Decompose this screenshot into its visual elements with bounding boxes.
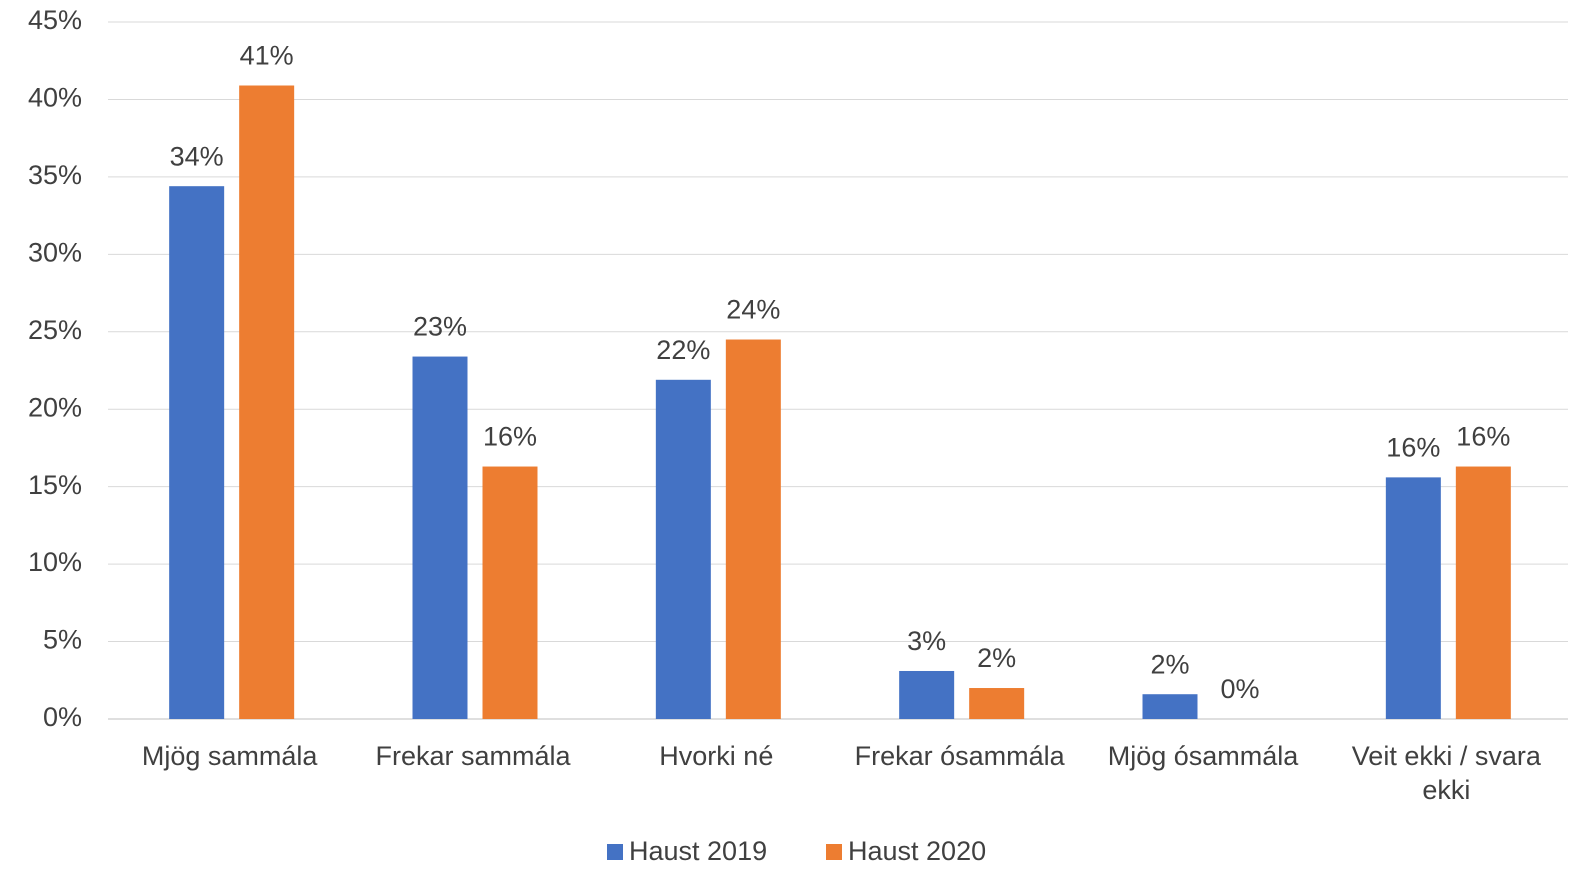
y-tick-label: 0% <box>43 702 82 732</box>
data-label: 3% <box>907 626 946 656</box>
data-label: 41% <box>240 41 294 71</box>
bar <box>725 339 781 719</box>
data-label: 16% <box>1386 432 1440 462</box>
y-tick-label: 40% <box>28 83 82 113</box>
bar <box>1385 477 1441 719</box>
data-label: 24% <box>726 295 780 325</box>
bar <box>1455 466 1511 719</box>
y-tick-label: 30% <box>28 237 82 267</box>
y-tick-label: 5% <box>43 625 82 655</box>
data-label: 16% <box>1456 422 1510 452</box>
y-tick-label: 10% <box>28 547 82 577</box>
bar <box>239 85 295 719</box>
data-label: 34% <box>170 141 224 171</box>
x-tick-label: Mjög ósammála <box>1107 741 1299 771</box>
y-tick-label: 20% <box>28 392 82 422</box>
bar <box>412 356 468 719</box>
bar <box>899 670 955 719</box>
data-label: 23% <box>413 312 467 342</box>
legend-label: Haust 2020 <box>848 836 986 866</box>
bar <box>482 466 538 719</box>
data-label: 22% <box>656 335 710 365</box>
x-tick-label: Mjög sammála <box>141 741 318 771</box>
y-tick-label: 45% <box>28 5 82 35</box>
x-tick-label: Hvorki né <box>659 741 774 771</box>
data-label: 16% <box>483 422 537 452</box>
y-tick-label: 25% <box>28 315 82 345</box>
data-label: 0% <box>1220 674 1259 704</box>
data-label: 2% <box>977 643 1016 673</box>
y-tick-label: 15% <box>28 470 82 500</box>
legend-label: Haust 2019 <box>629 836 767 866</box>
x-tick-label: Frekar ósammála <box>854 741 1065 771</box>
bar <box>655 379 711 719</box>
data-label: 2% <box>1150 649 1189 679</box>
x-tick-label: Frekar sammála <box>375 741 571 771</box>
y-tick-label: 35% <box>28 160 82 190</box>
bar <box>169 186 225 719</box>
legend-swatch <box>826 844 842 860</box>
bar <box>969 688 1025 719</box>
bar <box>1142 694 1198 719</box>
x-tick-label: Veit ekki / svara ekki <box>1351 741 1541 805</box>
legend-swatch <box>607 844 623 860</box>
